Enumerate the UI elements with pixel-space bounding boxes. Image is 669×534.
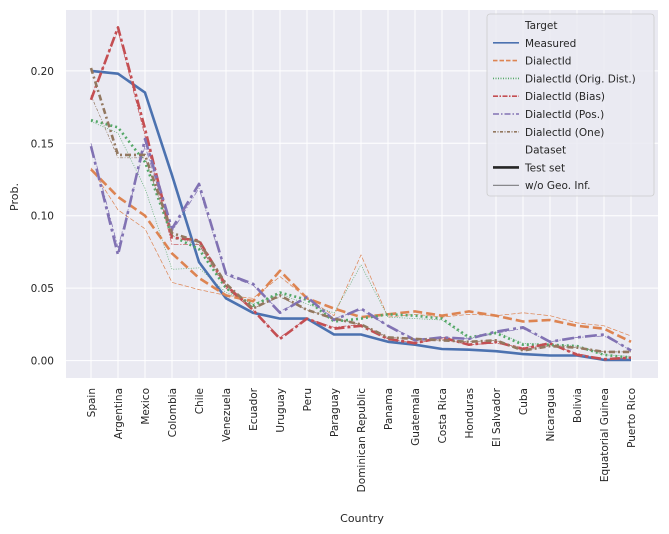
x-tick-label: Chile	[194, 388, 206, 414]
x-tick-label: Cuba	[518, 388, 530, 415]
x-axis-label: Country	[340, 512, 384, 525]
legend-title-dataset: Dataset	[525, 145, 566, 157]
x-tick-label: El Salvador	[491, 387, 503, 447]
x-tick-label: Paraguay	[329, 388, 341, 437]
series-line-dialectid-orig-dist-test-set	[90, 118, 632, 359]
legend-entry: DialectId (One)	[525, 127, 604, 139]
x-tick-label: Spain	[86, 388, 98, 417]
x-tick-label: Venezuela	[221, 388, 233, 442]
y-tick-label: 0.00	[31, 356, 54, 368]
legend-title-target: Target	[524, 20, 557, 32]
x-tick-label: Puerto Rico	[626, 388, 638, 448]
legend-box	[486, 13, 655, 197]
x-tick-label: Dominican Republic	[356, 388, 368, 493]
x-tick-label: Uruguay	[275, 388, 287, 433]
series-line-measured-test-set	[90, 69, 631, 362]
legend-entry: DialectId (Bias)	[525, 91, 605, 103]
x-tick-label: Equatorial Guinea	[599, 388, 611, 482]
x-tick-label: Argentina	[113, 388, 125, 439]
series-line-dialectid-pos-test-set	[89, 137, 632, 352]
x-tick-label: Panama	[383, 388, 395, 430]
series-line-dialectid-one-test-set	[89, 67, 631, 354]
x-tick-label: Honduras	[464, 388, 476, 439]
y-axis-label: Prob.	[8, 183, 21, 211]
series-line-dialectid-bias-test-set	[89, 26, 632, 361]
x-tick-label: Mexico	[140, 388, 152, 425]
legend-entry: DialectId (Orig. Dist.)	[525, 73, 636, 85]
series-lines	[89, 26, 632, 362]
y-tick-label: 0.05	[31, 283, 54, 295]
legend: Target Measured DialectId DialectId (Orig. …	[486, 13, 655, 197]
legend-entry: DialectId (Pos.)	[525, 109, 604, 121]
x-tick-label: Peru	[302, 388, 314, 411]
x-axis-ticks: Spain Argentina Mexico Colombia Chile Venezue…	[86, 387, 638, 492]
y-axis-ticks: 0.00 0.05 0.10 0.15 0.20	[31, 66, 54, 368]
series-line-dialectid-orig-dist-wo-geo	[90, 121, 632, 357]
x-tick-label: Colombia	[167, 388, 179, 437]
y-tick-label: 0.20	[31, 66, 54, 78]
y-tick-label: 0.15	[31, 138, 54, 150]
legend-entry: Test set	[524, 162, 565, 174]
x-tick-label: Bolivia	[572, 388, 584, 423]
legend-entry: Measured	[525, 38, 576, 50]
series-line-dialectid-bias-wo-geo	[90, 29, 632, 360]
x-tick-label: Guatemala	[410, 388, 422, 446]
series-line-dialectid-wo-geo	[90, 167, 632, 337]
x-tick-label: Ecuador	[248, 387, 260, 431]
y-tick-label: 0.10	[31, 211, 54, 223]
x-tick-label: Costa Rica	[437, 388, 449, 444]
x-tick-label: Nicaragua	[545, 388, 557, 441]
legend-entry: w/o Geo. Inf.	[525, 180, 590, 192]
legend-entry: DialectId	[525, 56, 571, 68]
